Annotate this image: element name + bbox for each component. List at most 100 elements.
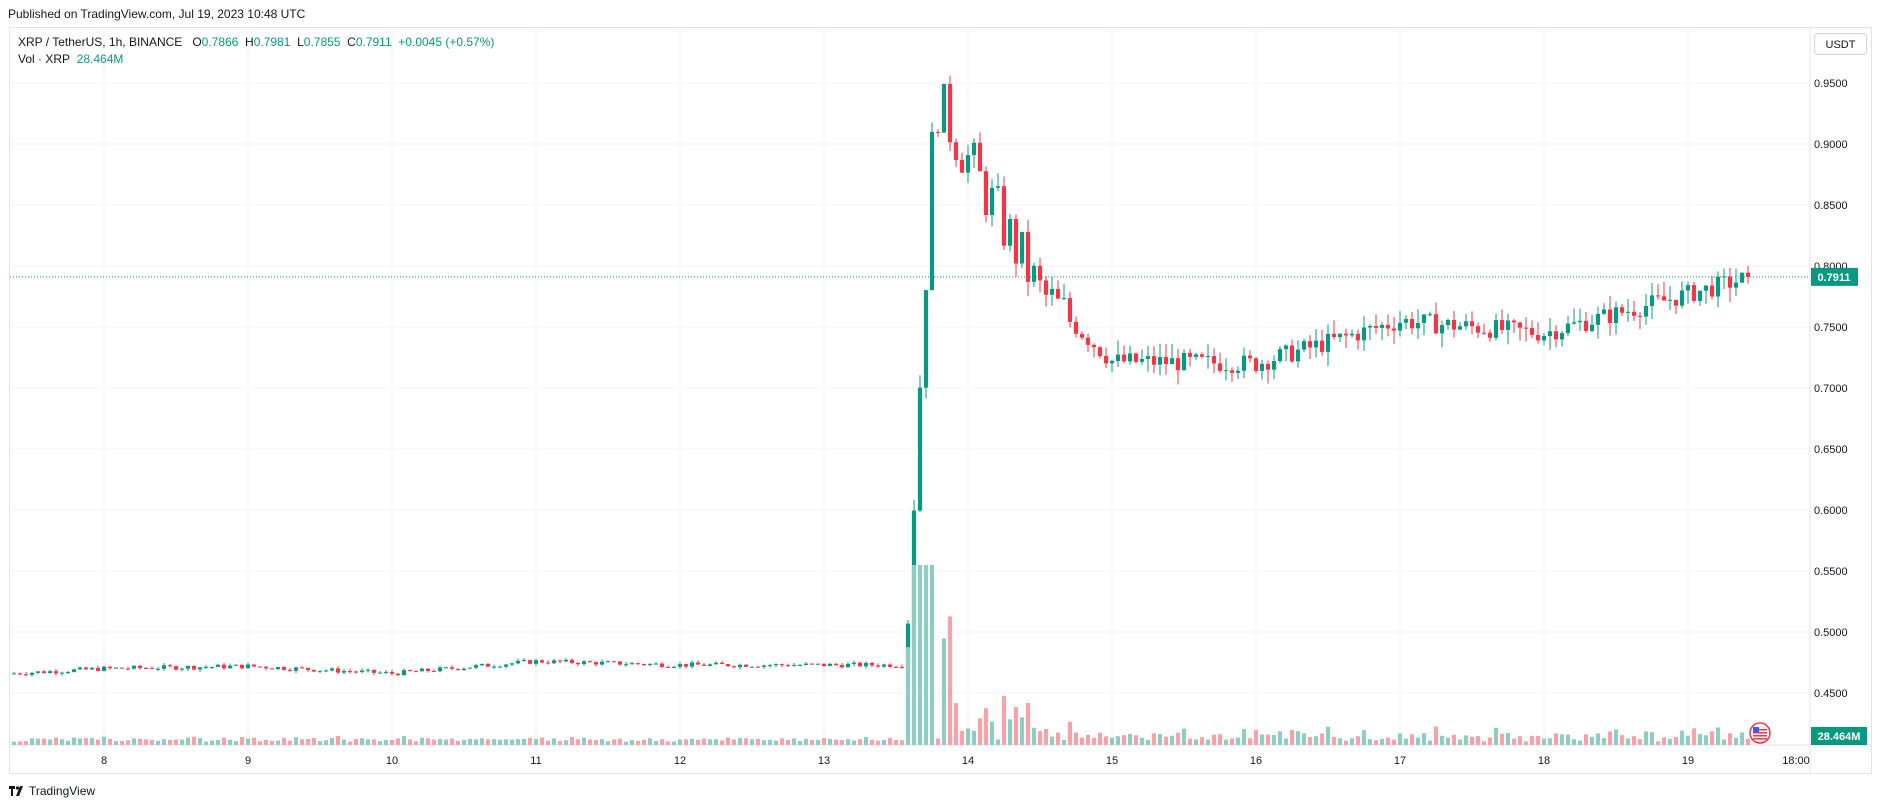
- candle-body: [1463, 321, 1469, 327]
- volume-bar: [149, 739, 155, 745]
- candle-body: [491, 666, 497, 668]
- volume-bar: [269, 740, 275, 745]
- volume-bar: [467, 738, 473, 745]
- candle-body: [767, 665, 773, 667]
- volume-bar: [1721, 739, 1727, 745]
- candle-body: [1145, 356, 1151, 359]
- candle-body: [779, 664, 785, 666]
- y-tick-label: 0.4500: [1814, 688, 1848, 700]
- volume-bar: [971, 730, 977, 745]
- candle-body: [1571, 322, 1577, 324]
- candle-body: [1187, 352, 1193, 357]
- candle-body: [1469, 321, 1475, 327]
- volume-bar: [1649, 732, 1655, 745]
- candle-body: [1157, 357, 1163, 365]
- candle-body: [83, 667, 89, 670]
- candle-body: [623, 664, 629, 666]
- candle-body: [1091, 344, 1097, 348]
- volume-bar: [779, 738, 785, 745]
- candle-body: [47, 671, 53, 674]
- volume-bar: [1457, 739, 1463, 745]
- volume-bar: [377, 741, 383, 745]
- candle-body: [1739, 272, 1745, 283]
- candle-body: [755, 666, 761, 668]
- volume-bar: [305, 738, 311, 745]
- candle-body: [1331, 333, 1337, 338]
- candle-body: [1139, 358, 1145, 362]
- candle-body: [773, 664, 779, 666]
- candle-body: [1193, 354, 1199, 357]
- volume-bar: [707, 739, 713, 745]
- candle-body: [155, 668, 161, 670]
- high-value: 0.7981: [253, 35, 291, 49]
- volume-bar: [521, 738, 527, 745]
- candle-body: [1625, 311, 1631, 313]
- candle-body: [23, 674, 29, 676]
- candle-body: [503, 664, 509, 667]
- volume-bar: [851, 740, 857, 745]
- candle-body: [1355, 333, 1361, 341]
- volume-bar: [1001, 695, 1007, 745]
- volume-bar: [731, 739, 737, 745]
- candle-body: [1547, 331, 1553, 337]
- candle-body: [1673, 299, 1679, 306]
- candle-body: [317, 670, 323, 672]
- volume-bar: [1067, 721, 1073, 745]
- volume-bar: [689, 738, 695, 745]
- candle-body: [1283, 345, 1289, 350]
- volume-bar: [539, 737, 545, 745]
- candle-body: [1541, 336, 1547, 341]
- candle-body: [1685, 285, 1691, 291]
- candle-body: [815, 663, 821, 665]
- chart-frame: [9, 27, 1872, 774]
- volume-bar: [863, 736, 869, 745]
- candle-body: [785, 665, 791, 667]
- candle-body: [425, 668, 431, 671]
- candle-body: [1103, 356, 1109, 364]
- candle-body: [1565, 323, 1571, 334]
- volume-bar: [893, 740, 899, 745]
- volume-bar: [1613, 729, 1619, 745]
- candle-body: [923, 290, 929, 388]
- candle-body: [1631, 311, 1637, 316]
- candle-body: [1397, 322, 1403, 331]
- volume-bar: [1241, 729, 1247, 745]
- volume-bar: [1139, 737, 1145, 745]
- currency-button[interactable]: USDT: [1814, 33, 1867, 55]
- volume-bars: [11, 565, 1751, 745]
- candle-body: [473, 665, 479, 668]
- candle-body: [389, 671, 395, 674]
- candle-body: [143, 668, 149, 670]
- us-flag-event-icon[interactable]: [1749, 722, 1771, 744]
- candle-body: [1121, 354, 1127, 362]
- candle-body: [713, 662, 719, 665]
- footer-brand[interactable]: TradingView: [9, 784, 95, 798]
- candle-body: [1433, 314, 1439, 334]
- candle-body: [1199, 354, 1205, 357]
- candle-body: [929, 131, 935, 291]
- symbol-label[interactable]: XRP / TetherUS, 1h, BINANCE: [18, 35, 183, 49]
- volume-bar: [449, 738, 455, 745]
- volume-bar: [359, 738, 365, 745]
- volume-bar: [1013, 707, 1019, 745]
- volume-bar: [209, 740, 215, 745]
- x-tick-label: 16: [1250, 755, 1262, 767]
- low-value: 0.7855: [303, 35, 341, 49]
- candle-body: [1637, 315, 1643, 317]
- volume-bar: [1349, 738, 1355, 745]
- volume-bar: [389, 739, 395, 745]
- volume-bar: [113, 741, 119, 745]
- volume-label[interactable]: Vol · XRP: [18, 52, 71, 66]
- candle-body: [665, 666, 671, 668]
- candle-body: [803, 663, 809, 665]
- volume-bar: [1283, 738, 1289, 745]
- volume-bar: [239, 736, 245, 745]
- candle-body: [569, 659, 575, 663]
- volume-bar: [1493, 727, 1499, 745]
- candle-body: [1067, 298, 1073, 322]
- candle-body: [971, 142, 977, 156]
- volume-bar: [1175, 732, 1181, 745]
- candle-body: [1391, 328, 1397, 331]
- candle-body: [1601, 309, 1607, 314]
